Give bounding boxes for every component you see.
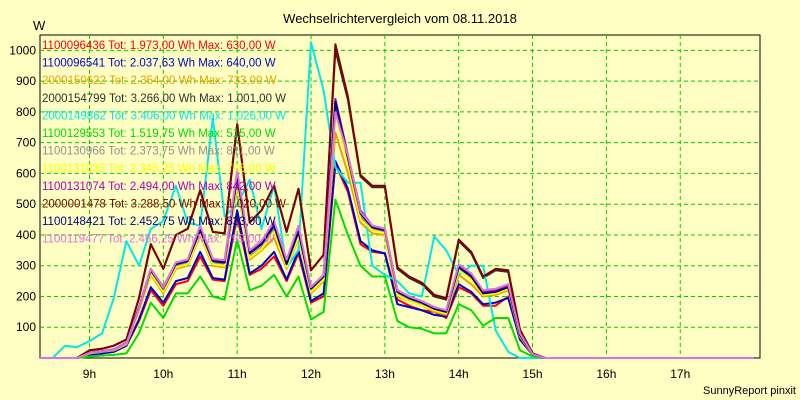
legend-entry: 1100129553 Tot: 1.519,75 Wh Max: 515,00 … (42, 128, 276, 140)
legend-entry: 2000001478 Tot: 3.288,50 Wh Max: 1.020,0… (42, 198, 286, 210)
x-tick-label: 11h (228, 367, 247, 381)
x-tick-label: 12h (301, 367, 321, 381)
legend-entry: 1100130966 Tot: 2.373,75 Wh Max: 811,00 … (42, 146, 275, 158)
series-line (40, 111, 755, 359)
legend-entry: 2000154799 Tot: 3.266,00 Wh Max: 1.001,0… (42, 93, 286, 105)
y-tick-label: 1000 (9, 43, 36, 57)
legend-entry: 2000149862 Tot: 3.406,00 Wh Max: 1.026,0… (42, 110, 286, 122)
legend-entry: 1100131035 Tot: 2.345,25 Wh Max: 796,00 … (42, 163, 276, 175)
legend-entry: 1100148421 Tot: 2.452,75 Wh Max: 833,00 … (42, 216, 276, 228)
legend: 1100096436 Tot: 1.973,00 Wh Max: 630,00 … (42, 40, 286, 246)
y-tick-label: 100 (16, 320, 36, 334)
y-tick-label: 600 (16, 166, 36, 180)
legend-entry: 1100131074 Tot: 2.494,00 Wh Max: 842,00 … (42, 181, 276, 193)
x-tick-label: 10h (153, 367, 173, 381)
legend-entry: 1100119477 Tot: 2.466,25 Wh Max: 799,00 … (42, 234, 275, 246)
legend-entry: 1100096436 Tot: 1.973,00 Wh Max: 630,00 … (42, 40, 276, 52)
x-tick-label: 14h (449, 367, 469, 381)
y-tick-label: 800 (16, 105, 36, 119)
grid (39, 34, 761, 359)
y-tick-label: 900 (16, 74, 36, 88)
x-tick-label: 17h (670, 367, 690, 381)
x-tick-label: 16h (596, 367, 616, 381)
legend-entry: 1100096541 Tot: 2.037,63 Wh Max: 640,00 … (42, 58, 276, 70)
chart-title: Wechselrichtervergleich vom 08.11.2018 (283, 11, 517, 26)
legend-entry: 2000150622 Tot: 2.354,00 Wh Max: 733,00 … (42, 75, 277, 87)
y-tick-label: 300 (16, 259, 36, 273)
y-tick-label: 700 (16, 136, 36, 150)
x-tick-label: 13h (375, 367, 395, 381)
x-tick-label: 15h (523, 367, 543, 381)
series-lines (40, 41, 755, 359)
y-tick-label: 200 (16, 289, 36, 303)
y-axis-label: W (33, 18, 46, 33)
x-tick-label: 9h (83, 367, 96, 381)
plot-frame (39, 34, 761, 359)
y-tick-label: 500 (16, 197, 36, 211)
axis-ticks: 100 200 300 400 500 600 700 800 900 1000 9h 10h 11h 1… (9, 43, 690, 381)
footer-credit: SunnyReport pinxit (703, 385, 796, 397)
y-tick-label: 400 (16, 228, 36, 242)
